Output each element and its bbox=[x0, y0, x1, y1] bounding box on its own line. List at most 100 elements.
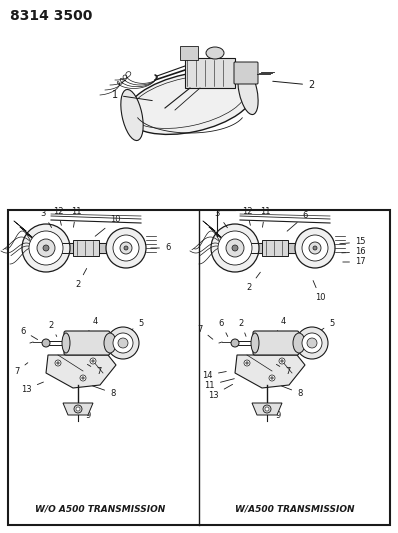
Circle shape bbox=[302, 235, 328, 261]
Text: 14: 14 bbox=[203, 370, 226, 379]
Text: 10: 10 bbox=[95, 215, 121, 236]
FancyBboxPatch shape bbox=[234, 62, 258, 84]
Text: 15: 15 bbox=[340, 238, 365, 246]
FancyBboxPatch shape bbox=[73, 240, 99, 256]
Circle shape bbox=[246, 362, 248, 364]
Circle shape bbox=[82, 377, 84, 379]
Circle shape bbox=[231, 339, 239, 347]
Text: 4: 4 bbox=[277, 317, 286, 333]
Circle shape bbox=[106, 228, 146, 268]
FancyBboxPatch shape bbox=[64, 331, 110, 355]
Text: 2: 2 bbox=[238, 319, 246, 336]
Text: 16: 16 bbox=[342, 247, 366, 256]
FancyBboxPatch shape bbox=[262, 240, 288, 256]
Text: 11: 11 bbox=[260, 207, 270, 227]
Circle shape bbox=[263, 405, 271, 413]
Text: 7: 7 bbox=[198, 325, 213, 339]
Circle shape bbox=[42, 339, 50, 347]
Text: 3: 3 bbox=[214, 208, 227, 228]
Circle shape bbox=[218, 231, 252, 265]
Polygon shape bbox=[252, 403, 282, 415]
FancyBboxPatch shape bbox=[180, 46, 198, 60]
Circle shape bbox=[22, 224, 70, 272]
Ellipse shape bbox=[206, 47, 224, 59]
Text: 11: 11 bbox=[205, 378, 234, 390]
Text: 1: 1 bbox=[112, 90, 152, 101]
Text: 8: 8 bbox=[282, 386, 302, 398]
Ellipse shape bbox=[104, 333, 116, 353]
Circle shape bbox=[37, 239, 55, 257]
Circle shape bbox=[29, 231, 63, 265]
Circle shape bbox=[92, 360, 94, 362]
Text: 12: 12 bbox=[242, 206, 252, 225]
Circle shape bbox=[313, 246, 317, 250]
Circle shape bbox=[296, 327, 328, 359]
Text: 17: 17 bbox=[343, 257, 366, 266]
Text: 6: 6 bbox=[21, 327, 38, 340]
Text: 7: 7 bbox=[88, 365, 101, 376]
Text: 2: 2 bbox=[246, 272, 260, 292]
Text: 2: 2 bbox=[75, 269, 87, 289]
Circle shape bbox=[281, 360, 283, 362]
Text: 9: 9 bbox=[70, 406, 91, 419]
Ellipse shape bbox=[238, 68, 258, 115]
FancyBboxPatch shape bbox=[253, 331, 299, 355]
Text: 9: 9 bbox=[259, 406, 280, 419]
Circle shape bbox=[76, 407, 80, 411]
Ellipse shape bbox=[126, 71, 254, 134]
Text: 10: 10 bbox=[313, 280, 326, 302]
Circle shape bbox=[265, 407, 269, 411]
Text: 8314 3500: 8314 3500 bbox=[10, 9, 92, 23]
Text: 2: 2 bbox=[273, 80, 314, 90]
Text: 5: 5 bbox=[127, 319, 143, 333]
Circle shape bbox=[55, 360, 61, 366]
Circle shape bbox=[118, 338, 128, 348]
Text: 4: 4 bbox=[88, 317, 98, 333]
Text: 3: 3 bbox=[40, 208, 52, 228]
Circle shape bbox=[226, 239, 244, 257]
Circle shape bbox=[279, 358, 285, 364]
Circle shape bbox=[124, 246, 128, 250]
Text: 13: 13 bbox=[21, 382, 43, 393]
Circle shape bbox=[43, 245, 49, 251]
Polygon shape bbox=[235, 355, 305, 388]
Ellipse shape bbox=[62, 333, 70, 353]
Circle shape bbox=[74, 405, 82, 413]
Text: 11: 11 bbox=[71, 207, 81, 227]
Circle shape bbox=[269, 375, 275, 381]
Text: W/A500 TRANSMISSION: W/A500 TRANSMISSION bbox=[235, 504, 355, 513]
Text: 6: 6 bbox=[151, 244, 170, 253]
Circle shape bbox=[107, 327, 139, 359]
Circle shape bbox=[57, 362, 59, 364]
Ellipse shape bbox=[251, 333, 259, 353]
Text: 2: 2 bbox=[49, 320, 57, 336]
Text: 8: 8 bbox=[93, 386, 115, 398]
Ellipse shape bbox=[293, 333, 305, 353]
Circle shape bbox=[302, 333, 322, 353]
Circle shape bbox=[307, 338, 317, 348]
Circle shape bbox=[120, 242, 132, 254]
Polygon shape bbox=[46, 355, 116, 388]
Circle shape bbox=[295, 228, 335, 268]
Circle shape bbox=[113, 333, 133, 353]
Text: W/O A500 TRANSMISSION: W/O A500 TRANSMISSION bbox=[35, 504, 165, 513]
Text: 12: 12 bbox=[53, 206, 63, 225]
Bar bbox=[8, 210, 390, 525]
Circle shape bbox=[80, 375, 86, 381]
Text: 7: 7 bbox=[276, 365, 291, 376]
Ellipse shape bbox=[121, 90, 143, 141]
Text: 7: 7 bbox=[15, 363, 28, 376]
Circle shape bbox=[271, 377, 273, 379]
Text: 13: 13 bbox=[209, 384, 232, 400]
Circle shape bbox=[113, 235, 139, 261]
Polygon shape bbox=[63, 403, 93, 415]
Circle shape bbox=[244, 360, 250, 366]
Circle shape bbox=[90, 358, 96, 364]
Text: 6: 6 bbox=[219, 319, 228, 336]
Circle shape bbox=[211, 224, 259, 272]
FancyBboxPatch shape bbox=[185, 58, 235, 88]
Text: 6: 6 bbox=[287, 212, 307, 231]
Circle shape bbox=[309, 242, 321, 254]
Circle shape bbox=[232, 245, 238, 251]
Text: 5: 5 bbox=[316, 319, 334, 334]
